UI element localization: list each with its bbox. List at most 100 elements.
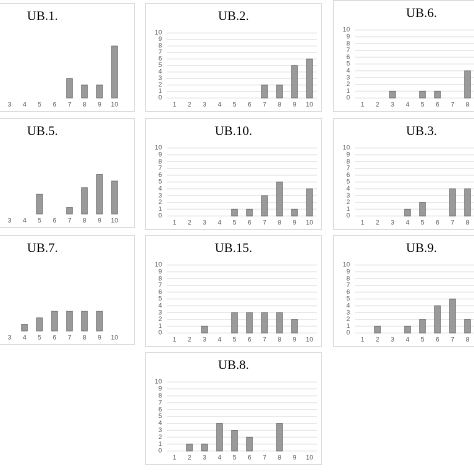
bar [434,90,441,99]
x-tick-label: 2 [376,337,380,344]
y-tick-label: 0 [158,95,162,102]
y-tick-label: 3 [158,192,162,199]
y-tick-label: 9 [346,269,350,276]
y-tick-label: 1 [158,323,162,330]
x-tick-label: 8 [83,102,87,109]
y-tick-label: 9 [346,34,350,41]
x-tick-label: 6 [248,455,252,462]
y-tick-label: 10 [155,30,163,37]
x-tick-label: 6 [53,218,57,225]
x-tick-label: 5 [233,102,237,109]
y-tick-label: 4 [346,68,350,75]
bar [306,58,313,99]
y-tick-label: 1 [346,323,350,330]
bar [306,188,313,217]
y-tick-label: 8 [346,158,350,165]
bar [186,443,193,452]
x-tick-label: 6 [248,102,252,109]
x-tick-label: 7 [263,455,267,462]
x-tick-label: 9 [98,218,102,225]
x-tick-label: 10 [306,102,314,109]
x-tick-label: 4 [406,220,410,227]
y-tick-label: 4 [158,69,162,76]
x-tick-label: 4 [406,337,410,344]
x-tick-label: 7 [451,220,455,227]
x-tick-label: 5 [421,220,425,227]
x-tick-label: 8 [278,455,282,462]
y-tick-label: 10 [155,379,163,386]
bar [276,423,283,452]
y-tick-label: 0 [346,330,350,337]
x-tick-label: 7 [68,102,72,109]
bar [276,312,283,334]
x-tick-label: 1 [361,220,365,227]
x-tick-label: 7 [263,337,267,344]
x-tick-label: 2 [188,220,192,227]
x-tick-label: 6 [53,102,57,109]
x-tick-label: 2 [188,455,192,462]
x-tick-label: 8 [83,335,87,342]
bar [201,443,208,452]
y-tick-label: 8 [346,275,350,282]
bar [111,45,118,99]
bar [51,310,58,332]
x-tick-label: 3 [203,102,207,109]
y-tick-label: 5 [158,296,162,303]
y-tick-label: 5 [158,62,162,69]
y-tick-label: 1 [158,206,162,213]
x-tick-label: 8 [466,337,470,344]
y-tick-label: 9 [158,36,162,43]
bar [96,84,103,99]
y-tick-label: 4 [346,186,350,193]
bar [231,312,238,334]
y-tick-label: 3 [158,309,162,316]
x-tick-label: 10 [111,102,119,109]
x-tick-label: 7 [263,102,267,109]
y-tick-label: 6 [158,406,162,413]
x-tick-label: 1 [173,102,177,109]
bar [276,84,283,99]
y-tick-label: 4 [158,186,162,193]
x-tick-label: 7 [451,102,455,109]
x-tick-label: 7 [263,220,267,227]
x-tick-label: 4 [218,455,222,462]
y-tick-label: 1 [158,441,162,448]
bar [36,193,43,215]
y-tick-label: 6 [346,54,350,61]
y-tick-label: 8 [346,40,350,47]
x-tick-label: 6 [436,102,440,109]
x-tick-label: 8 [466,220,470,227]
bar [96,174,103,215]
y-tick-label: 7 [158,165,162,172]
x-tick-label: 10 [306,455,314,462]
y-tick-label: 9 [158,386,162,393]
x-tick-label: 1 [173,455,177,462]
y-tick-label: 0 [158,448,162,455]
x-tick-label: 5 [233,220,237,227]
bar [81,310,88,332]
x-tick-label: 6 [436,337,440,344]
y-tick-label: 6 [346,172,350,179]
bar [261,195,268,217]
x-tick-label: 5 [421,102,425,109]
y-tick-label: 1 [346,88,350,95]
x-tick-label: 4 [23,218,27,225]
x-tick-label: 10 [306,337,314,344]
y-tick-label: 7 [346,165,350,172]
bar [449,188,456,217]
x-tick-label: 9 [293,455,297,462]
y-tick-label: 5 [346,179,350,186]
x-tick-label: 7 [68,218,72,225]
y-tick-label: 2 [346,316,350,323]
y-tick-label: 1 [158,88,162,95]
x-tick-label: 2 [188,337,192,344]
x-tick-label: 1 [361,337,365,344]
x-tick-label: 3 [8,335,12,342]
x-tick-label: 4 [218,102,222,109]
panel [333,0,474,112]
x-tick-label: 9 [293,220,297,227]
x-tick-label: 6 [436,220,440,227]
y-tick-label: 5 [346,61,350,68]
y-tick-label: 7 [158,399,162,406]
